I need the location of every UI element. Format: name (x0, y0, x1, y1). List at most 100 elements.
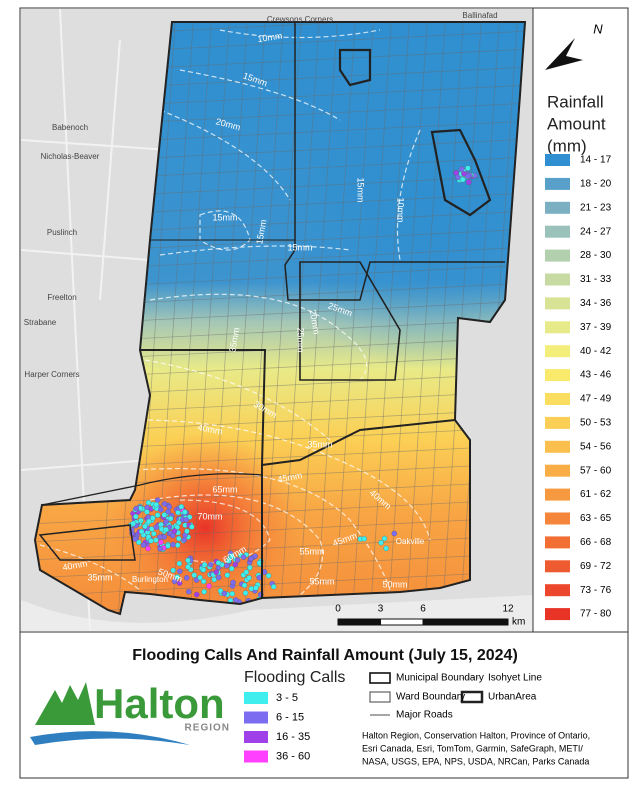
legend-title: Amount (547, 114, 606, 133)
legend-label: 54 - 56 (580, 441, 612, 452)
road (369, 22, 411, 614)
contour-label: 20mm (308, 309, 322, 335)
flooding-call (246, 575, 252, 581)
credit-line: Esri Canada, Esri, TomTom, Garmin, SafeG… (362, 743, 583, 753)
flooding-call (161, 501, 168, 507)
legend-label: 31 - 33 (580, 274, 612, 285)
flooding-call (182, 509, 188, 515)
flooding-call (142, 523, 148, 530)
flooding-call (153, 524, 159, 531)
flooding-call (151, 530, 157, 537)
flooding-call (200, 566, 207, 573)
flooding-call (229, 553, 235, 559)
flooding-call (242, 590, 249, 596)
legend-label: Isohyet Line (488, 673, 542, 684)
road (459, 22, 501, 614)
flooding-call (183, 575, 190, 581)
logo-subtitle: REGION (185, 723, 230, 734)
flooding-call (185, 564, 191, 570)
legend-label: 47 - 49 (580, 394, 612, 405)
flooding-call (135, 539, 142, 545)
legend-swatch (545, 369, 570, 382)
flooding-call (163, 518, 169, 525)
flooding-call (166, 504, 173, 510)
contour-label: 70mm (197, 511, 222, 521)
road (135, 22, 177, 614)
legend-swatch (244, 711, 268, 724)
flooding-call (181, 537, 188, 543)
legend-label: 34 - 36 (580, 298, 612, 309)
road (387, 22, 429, 614)
legend-title: (mm) (547, 136, 587, 155)
place-name: Puslinch (47, 228, 77, 237)
contour-label: 55mm (299, 546, 324, 556)
flooding-call (158, 539, 164, 546)
map-area: Crewsons Corners Ballinafad Babenoch Nichol… (21, 9, 533, 631)
flooding-call (177, 568, 183, 575)
road (35, 570, 525, 597)
flooding-call (157, 545, 163, 552)
maplabels: Crewsons Corners Ballinafad Babenoch Nichol… (24, 11, 498, 589)
flooding-call (248, 585, 255, 592)
flooding-call (158, 521, 164, 528)
flooding-call (171, 578, 178, 585)
contour-label: 15mm (356, 177, 366, 202)
flooding-call (270, 583, 277, 590)
legend-label: 24 - 27 (580, 226, 612, 237)
legend-label: Major Roads (396, 710, 453, 721)
legend-swatch (545, 201, 570, 214)
legend-label: 16 - 35 (276, 731, 310, 743)
scale-segment (337, 618, 381, 626)
legend-swatch (545, 177, 570, 190)
flooding-call (153, 501, 159, 508)
legend-swatch (545, 154, 570, 166)
flooding-call (466, 179, 472, 185)
rainlegend: Rainfall Amount (mm)14 - 17 18 - 20 21 - 23 2… (545, 92, 612, 621)
flooding-call (230, 579, 236, 586)
flooding-call (247, 564, 253, 571)
legend-panel (532, 7, 629, 633)
legend-swatch (545, 608, 570, 621)
legend-swatch (545, 512, 570, 525)
flooding-call (171, 528, 178, 534)
legend-swatch (545, 440, 570, 453)
place-name: Burlington (132, 575, 168, 584)
flooding-call (140, 542, 147, 548)
scale-label: 6 (420, 604, 426, 615)
flooding-call (378, 540, 384, 546)
credit-line: NASA, USGS, EPA, NPS, USDA, NRCan, Parks… (362, 756, 589, 766)
road (35, 498, 525, 525)
flooding-call (224, 562, 230, 569)
flooding-call (201, 562, 208, 568)
logo-name: Halton (94, 680, 225, 727)
legend-label: 14 - 17 (580, 155, 612, 166)
flooding-call (174, 574, 181, 580)
road (35, 552, 525, 579)
flooding-call (243, 569, 250, 575)
flooding-call (217, 588, 224, 594)
flooding-call (170, 567, 176, 574)
contour-label: 45mm (277, 470, 303, 484)
flooding-call (185, 588, 192, 595)
flooding-call (144, 509, 150, 515)
flooding-call (174, 542, 181, 548)
flooding-call (461, 171, 467, 177)
road (333, 22, 375, 614)
road (441, 22, 483, 614)
flooding-call (391, 530, 398, 537)
flooding-call (178, 503, 185, 510)
flooding-call (145, 499, 152, 506)
flooding-call (213, 569, 219, 575)
flooding-call (381, 535, 388, 542)
legend-label: 57 - 60 (580, 465, 612, 476)
legend-swatch (545, 584, 570, 597)
flooding-call (158, 506, 164, 513)
north-arrow: N (545, 21, 603, 70)
legend-label: 43 - 46 (580, 370, 612, 381)
legend-label: 61 - 62 (580, 489, 612, 500)
legend-label: 21 - 23 (580, 202, 612, 213)
flooding-call (176, 535, 182, 542)
dots (128, 165, 478, 610)
flooding-call (248, 555, 254, 562)
place-name: Ballinafad (462, 11, 497, 20)
